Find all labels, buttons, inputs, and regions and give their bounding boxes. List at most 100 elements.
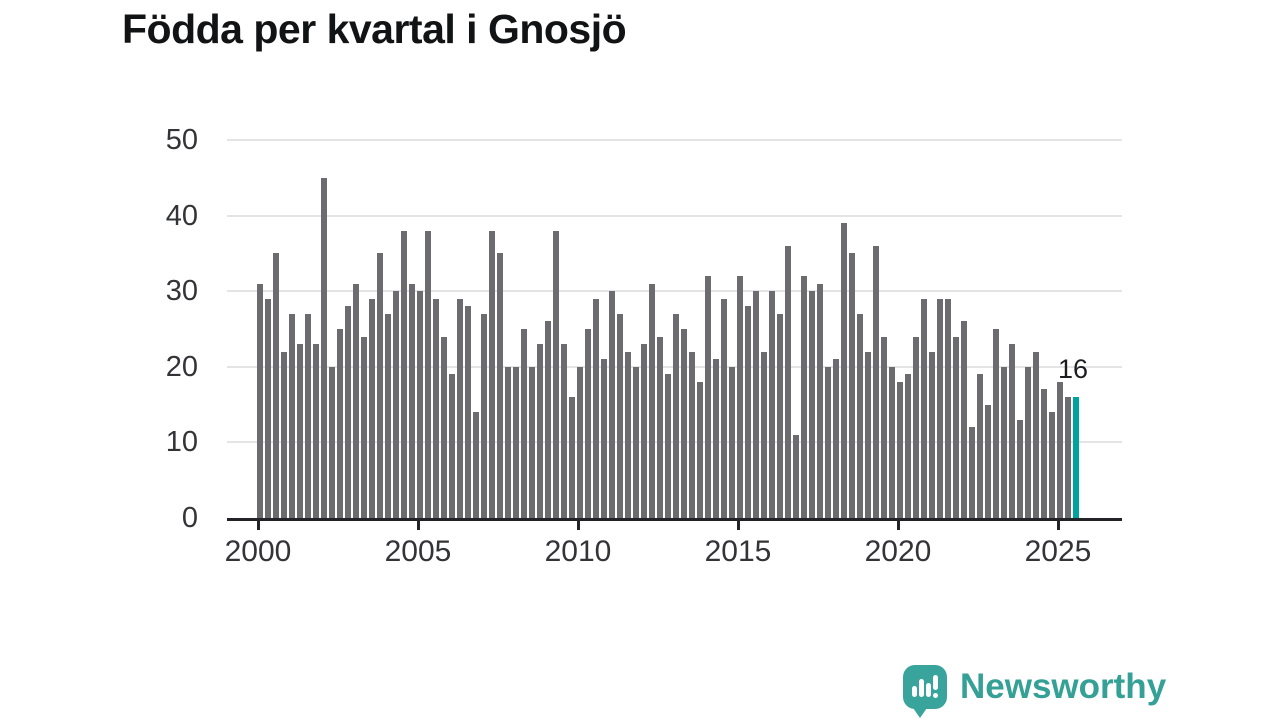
y-tick-label: 40 — [165, 199, 198, 232]
logo-chart-bar-icon — [919, 679, 924, 697]
bar — [392, 291, 400, 518]
bar — [632, 366, 640, 518]
bar — [800, 276, 808, 518]
bar — [600, 359, 608, 518]
bar — [984, 404, 992, 518]
bar — [1064, 397, 1072, 518]
bar — [408, 283, 416, 518]
bar — [912, 336, 920, 518]
bar — [552, 230, 560, 518]
bar — [792, 434, 800, 518]
bar — [672, 313, 680, 518]
bar — [896, 381, 904, 518]
bar — [824, 366, 832, 518]
x-tick-label: 2015 — [704, 535, 772, 568]
bar — [688, 351, 696, 518]
bar — [784, 245, 792, 518]
y-tick-label: 30 — [165, 275, 198, 308]
bar — [712, 359, 720, 518]
bar — [368, 298, 376, 518]
bar — [568, 397, 576, 518]
logo-bubble-tail — [911, 705, 929, 718]
x-axis-line — [227, 518, 1122, 521]
bar — [664, 374, 672, 518]
bar — [464, 306, 472, 518]
logo-text: Newsworthy — [960, 667, 1167, 706]
logo-chart-bar-icon — [926, 683, 931, 697]
bar — [1024, 366, 1032, 518]
x-tick-label: 2000 — [224, 535, 292, 568]
y-tick-label: 50 — [165, 124, 198, 156]
bar — [680, 329, 688, 518]
y-tick-label: 10 — [165, 426, 198, 459]
bar — [888, 366, 896, 518]
bar — [936, 298, 944, 518]
bar — [1048, 412, 1056, 518]
bar — [728, 366, 736, 518]
bar — [480, 313, 488, 518]
bar — [904, 374, 912, 518]
bar — [704, 276, 712, 518]
gridline — [227, 290, 1122, 293]
x-tick-mark — [416, 521, 420, 530]
bar — [440, 336, 448, 518]
bar — [624, 351, 632, 518]
bar — [264, 298, 272, 518]
bar — [432, 298, 440, 518]
bar — [528, 366, 536, 518]
bar — [880, 336, 888, 518]
bar — [1040, 389, 1048, 518]
bar — [872, 245, 880, 518]
bar — [472, 412, 480, 518]
bar — [976, 374, 984, 518]
bar — [288, 313, 296, 518]
bar — [304, 313, 312, 518]
bar — [400, 230, 408, 518]
logo-speech-bubble-icon — [903, 665, 947, 709]
bar — [616, 313, 624, 518]
x-tick-label: 2020 — [864, 535, 932, 568]
x-tick-mark — [256, 521, 260, 530]
bar — [808, 291, 816, 518]
bar — [448, 374, 456, 518]
bar — [1056, 381, 1064, 518]
gridline — [227, 139, 1122, 141]
bar — [344, 306, 352, 518]
bar — [776, 313, 784, 518]
bar — [1000, 366, 1008, 518]
bar — [336, 329, 344, 518]
logo-exclamation-dot-icon — [933, 693, 938, 698]
gridline — [227, 214, 1122, 217]
bar — [864, 351, 872, 518]
bar — [640, 344, 648, 518]
bar — [320, 177, 328, 518]
bar-highlighted — [1072, 397, 1080, 518]
bar — [280, 351, 288, 518]
bar — [816, 283, 824, 518]
bar — [544, 321, 552, 518]
bar — [488, 230, 496, 518]
bar — [360, 336, 368, 518]
bar — [512, 366, 520, 518]
x-tick-mark — [576, 521, 580, 530]
bar — [592, 298, 600, 518]
bar — [352, 283, 360, 518]
bar — [584, 329, 592, 518]
bar — [328, 366, 336, 518]
bar — [520, 329, 528, 518]
bar — [696, 381, 704, 518]
bar — [968, 427, 976, 518]
bar — [1016, 419, 1024, 518]
last-value-annotation: 16 — [1058, 354, 1089, 384]
bar — [960, 321, 968, 518]
bar — [720, 298, 728, 518]
bar — [736, 276, 744, 518]
bar — [768, 291, 776, 518]
bar — [944, 298, 952, 518]
logo-chart-bar-icon — [912, 686, 917, 697]
bar — [272, 253, 280, 518]
y-tick-label: 20 — [165, 350, 198, 383]
y-tick-label: 0 — [181, 502, 198, 534]
bar — [656, 336, 664, 518]
